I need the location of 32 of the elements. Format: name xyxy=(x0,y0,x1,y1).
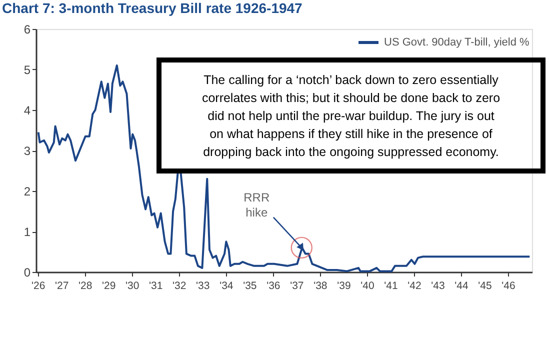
x-tick-label: '45 xyxy=(478,280,492,292)
x-tick-label: '35 xyxy=(243,280,257,292)
x-tick-label: '32 xyxy=(172,280,186,292)
x-tick-label: '44 xyxy=(454,280,468,292)
x-tick-label: '41 xyxy=(384,280,398,292)
legend-label: US Govt. 90day T-bill, yield % xyxy=(384,36,530,48)
x-tick-label: '26 xyxy=(32,280,46,292)
x-tick-label: '40 xyxy=(360,280,374,292)
x-tick-label: '42 xyxy=(408,280,422,292)
x-tick-label: '36 xyxy=(266,280,280,292)
x-tick-label: '43 xyxy=(431,280,445,292)
x-tick-label: '34 xyxy=(220,280,234,292)
x-tick-label: '28 xyxy=(78,280,92,292)
x-tick-label: '39 xyxy=(337,280,351,292)
y-tick-label: 1 xyxy=(24,225,31,239)
y-tick-label: 0 xyxy=(24,266,31,280)
x-tick-label: '37 xyxy=(290,280,304,292)
x-tick-label: '33 xyxy=(196,280,210,292)
x-tick-label: '29 xyxy=(102,280,116,292)
y-tick-label: 5 xyxy=(24,63,31,77)
x-tick-label: '31 xyxy=(149,280,163,292)
y-tick-label: 3 xyxy=(24,144,31,158)
y-tick-label: 4 xyxy=(24,104,31,118)
x-tick-label: '46 xyxy=(502,280,516,292)
y-tick-label: 2 xyxy=(24,184,31,198)
chart-title: Chart 7: 3-month Treasury Bill rate 1926-1947 xyxy=(2,0,303,16)
annotation: RRR hike xyxy=(244,190,270,220)
y-tick-label: 6 xyxy=(24,22,31,36)
x-tick-label: '30 xyxy=(126,280,140,292)
x-tick-label: '38 xyxy=(314,280,328,292)
annotation: The calling for a ‘notch’ back down to zero essentially correlates with this; but it should be done back to zero did not help until the pre-war buildup. The jury is out on what happens if they still hike in the presence of dropping back into the ongoing suppressed economy. xyxy=(202,73,500,159)
x-tick-label: '27 xyxy=(55,280,69,292)
